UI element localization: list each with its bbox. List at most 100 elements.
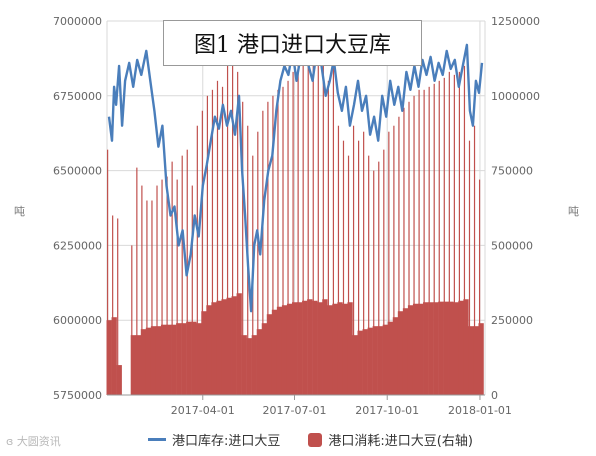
legend-label-inventory: 港口库存:进口大豆: [172, 434, 281, 449]
consumption-bar: [428, 302, 434, 395]
right-tick-label: 750000: [491, 165, 533, 178]
consumption-spike: [161, 179, 163, 395]
consumption-spike: [171, 161, 173, 395]
consumption-spike: [463, 65, 466, 395]
consumption-spike: [272, 95, 274, 396]
left-tick-label: 6250000: [53, 239, 102, 252]
consumption-bar: [397, 311, 404, 395]
consumption-bar: [407, 305, 414, 395]
consumption-spike: [136, 167, 138, 395]
consumption-spike: [131, 245, 133, 395]
consumption-spike: [191, 185, 193, 395]
consumption-bar: [281, 305, 288, 395]
consumption-bar: [382, 324, 389, 395]
consumption-spike: [267, 101, 269, 395]
consumption-bar: [106, 320, 112, 395]
consumption-spike: [196, 125, 198, 395]
consumption-bar: [176, 323, 182, 395]
consumption-spike: [292, 71, 294, 395]
consumption-spike: [117, 218, 119, 395]
consumption-bar: [251, 335, 257, 395]
x-tick-label: 2017-07-01: [263, 404, 327, 417]
consumption-spike: [468, 140, 471, 395]
consumption-bar: [478, 323, 484, 395]
consumption-bar: [312, 300, 318, 395]
consumption-bar: [165, 324, 172, 395]
consumption-bar: [221, 299, 227, 395]
consumption-bar: [271, 309, 278, 395]
consumption-spike: [352, 125, 355, 395]
consumption-bar: [206, 305, 212, 395]
consumption-spike: [332, 65, 335, 395]
consumption-bar: [392, 317, 399, 395]
consumption-spike: [398, 116, 400, 395]
right-tick-label: 1250000: [491, 15, 540, 28]
consumption-bar: [276, 306, 283, 395]
consumption-spike: [448, 71, 450, 395]
consumption-spike: [232, 65, 234, 395]
consumption-spike: [141, 185, 143, 395]
consumption-spike: [358, 140, 360, 395]
consumption-bar: [130, 335, 137, 395]
consumption-bar: [342, 303, 348, 395]
consumption-spike: [408, 101, 410, 395]
consumption-bars: [106, 50, 484, 396]
watermark-text: 大圆资讯: [16, 435, 61, 448]
consumption-bar: [171, 324, 177, 395]
consumption-bar: [307, 299, 313, 395]
consumption-spike: [112, 215, 114, 395]
consumption-spike: [287, 80, 289, 395]
consumption-bar: [256, 329, 263, 395]
consumption-spike: [206, 95, 209, 396]
consumption-bar: [458, 300, 464, 395]
consumption-spike: [458, 71, 461, 395]
consumption-bar: [468, 326, 474, 395]
consumption-bar: [155, 326, 162, 395]
right-tick-label: 0: [491, 389, 498, 402]
left-tick-label: 6000000: [53, 314, 102, 327]
consumption-spike: [211, 89, 214, 395]
consumption-spike: [443, 77, 445, 396]
consumption-bar: [377, 326, 383, 395]
consumption-spike: [347, 155, 350, 395]
consumption-spike: [166, 176, 168, 395]
consumption-bar: [438, 301, 444, 395]
right-tick-label: 250000: [491, 314, 533, 327]
right-tick-label: 500000: [491, 239, 533, 252]
left-tick-label: 5750000: [53, 389, 102, 402]
consumption-bar: [387, 321, 394, 395]
consumption-spike: [156, 185, 158, 395]
consumption-bar: [443, 301, 449, 395]
axes: 5750000 0 6000000 250000 6250000 500000 650000…: [53, 15, 540, 417]
left-axis-unit: 吨: [14, 205, 25, 218]
consumption-spike: [242, 101, 244, 395]
right-tick-label: 1000000: [491, 90, 540, 103]
consumption-spike: [302, 59, 304, 396]
consumption-spike: [107, 149, 109, 395]
left-tick-label: 7000000: [53, 15, 102, 28]
consumption-bar: [145, 327, 152, 395]
consumption-spike: [176, 179, 178, 395]
consumption-bar: [216, 300, 222, 395]
consumption-bar: [211, 302, 217, 395]
consumption-bar: [347, 302, 353, 395]
consumption-bar: [116, 365, 122, 395]
legend-line-swatch: [148, 438, 166, 441]
inventory-line: [107, 43, 484, 313]
consumption-bar: [286, 303, 293, 395]
consumption-spike: [433, 83, 435, 395]
consumption-spike: [368, 155, 370, 395]
consumption-bar: [186, 321, 192, 395]
consumption-spike: [282, 86, 284, 395]
consumption-spike: [317, 50, 319, 396]
consumption-bar: [402, 308, 409, 395]
consumption-spike: [297, 65, 299, 395]
consumption-bar: [337, 302, 343, 395]
consumption-bar: [261, 323, 268, 395]
consumption-spike: [413, 95, 415, 396]
consumption-spike: [473, 125, 476, 395]
consumption-bar: [266, 314, 273, 395]
right-axis-unit: 吨: [568, 205, 579, 218]
consumption-bar: [372, 326, 378, 395]
